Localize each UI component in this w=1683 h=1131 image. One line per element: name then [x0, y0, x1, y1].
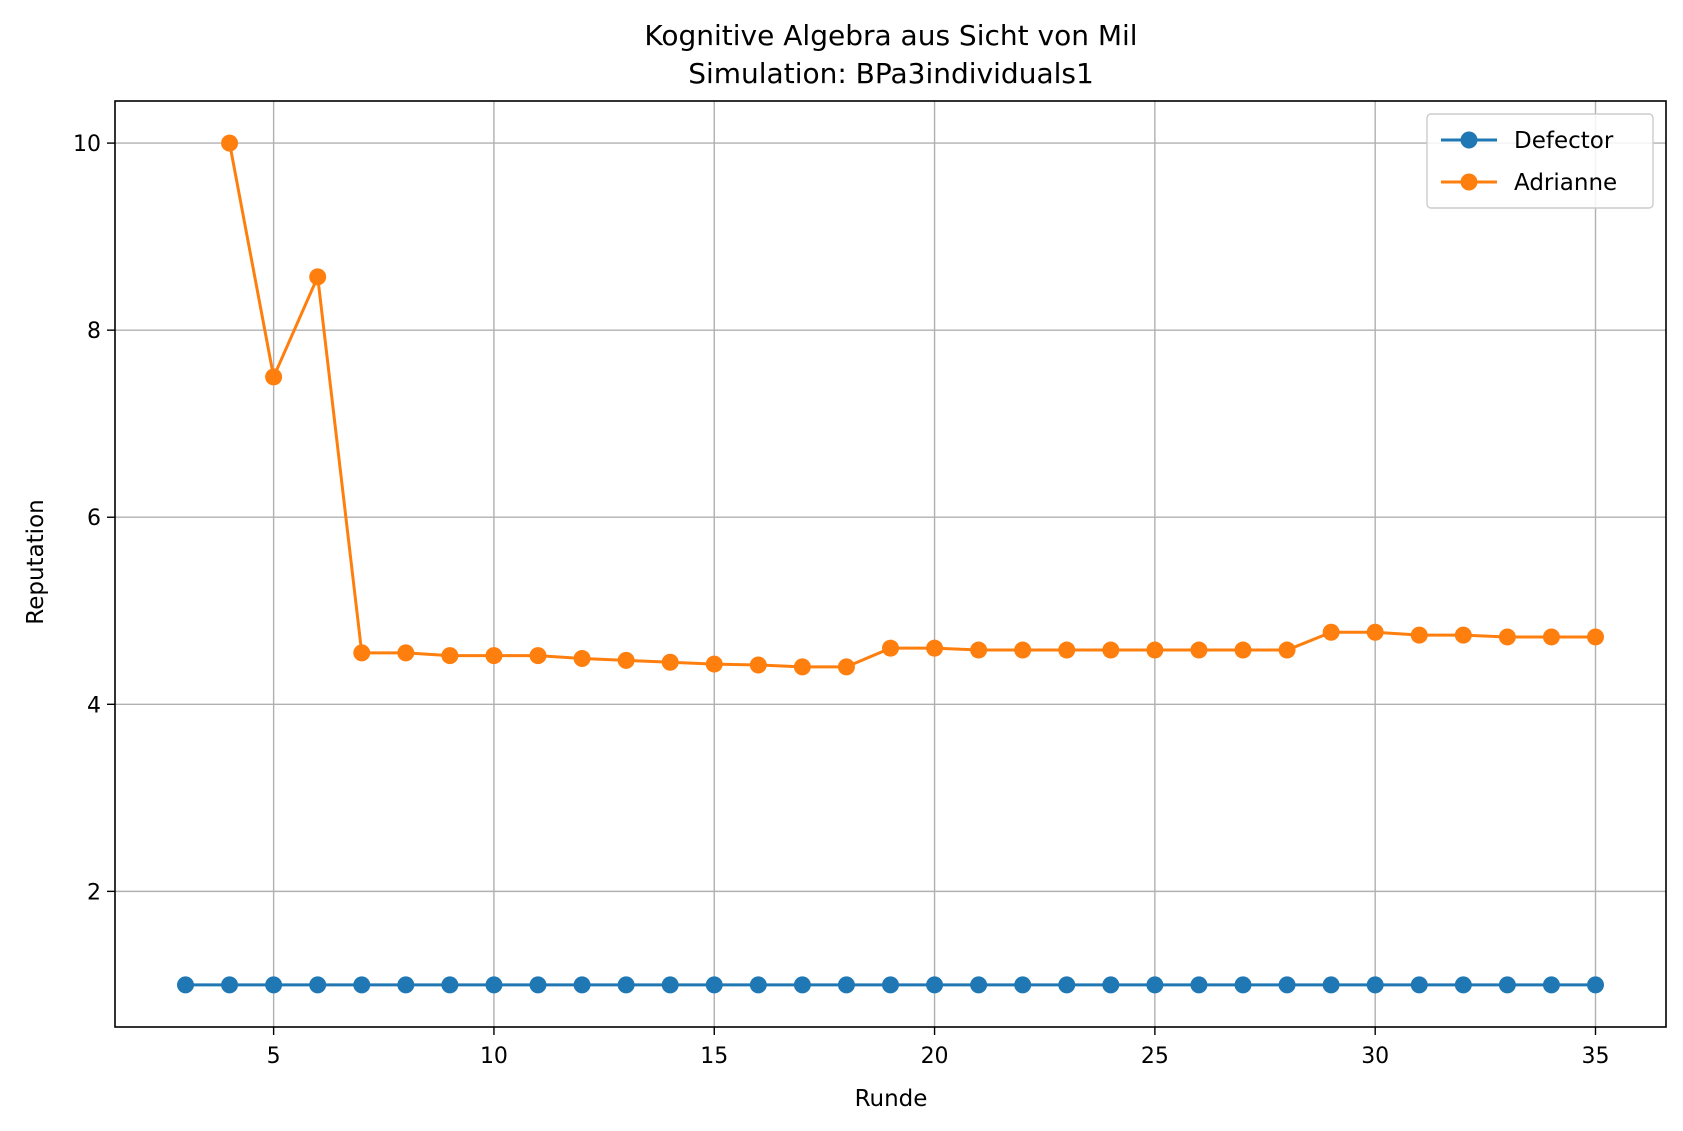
data-point — [837, 658, 855, 676]
data-point — [1587, 628, 1604, 646]
data-point — [441, 647, 459, 665]
data-point — [1190, 641, 1208, 659]
legend-box — [1426, 113, 1654, 209]
data-point — [1542, 628, 1560, 646]
grid-lines — [115, 101, 1666, 1027]
legend-marker — [1460, 173, 1478, 191]
data-point — [1278, 976, 1296, 994]
data-point — [970, 976, 988, 994]
legend-item: Defector — [1441, 128, 1614, 154]
data-point — [1234, 641, 1252, 659]
plot-frame — [114, 100, 1667, 1028]
data-point — [1058, 976, 1076, 994]
x-tick-label: 15 — [700, 1044, 728, 1069]
x-tick-label: 35 — [1582, 1044, 1610, 1069]
x-axis-label: Runde — [855, 1086, 928, 1112]
y-axis: 2 4 6 8 10 — [73, 132, 115, 905]
data-point — [926, 639, 944, 657]
data-point — [1454, 976, 1472, 994]
data-point — [1410, 626, 1428, 644]
series-line — [228, 142, 1596, 669]
data-point — [529, 976, 547, 994]
data-point — [353, 976, 371, 994]
x-tick-label: 5 — [267, 1044, 281, 1069]
data-point — [617, 651, 635, 669]
x-tick-label: 30 — [1361, 1044, 1389, 1069]
data-point — [882, 639, 899, 657]
data-point — [573, 649, 591, 667]
data-point — [970, 641, 988, 659]
data-point — [485, 976, 503, 994]
data-point — [265, 368, 283, 386]
x-tick-label: 20 — [921, 1044, 949, 1069]
chart-subtitle: Simulation: BPa3individuals1 — [688, 57, 1094, 90]
data-point — [749, 976, 767, 994]
data-point — [221, 976, 239, 994]
data-point — [926, 976, 944, 994]
x-tick-label: 10 — [480, 1044, 508, 1069]
data-point — [1102, 976, 1120, 994]
data-point — [221, 134, 239, 152]
data-point — [1234, 976, 1252, 994]
data-point — [837, 976, 855, 994]
data-point — [705, 976, 723, 994]
data-point — [529, 647, 547, 665]
data-point — [1542, 976, 1560, 994]
data-point — [705, 655, 723, 673]
data-point — [1322, 976, 1340, 994]
data-point — [1102, 641, 1120, 659]
data-point — [1322, 623, 1340, 641]
x-axis: 5 10 15 20 25 30 35 — [267, 1027, 1610, 1069]
chart-title: Kognitive Algebra aus Sicht von Mil — [644, 19, 1137, 52]
data-point — [1498, 976, 1516, 994]
series-layer — [177, 134, 1604, 994]
data-point — [793, 658, 811, 676]
data-point — [1498, 628, 1516, 646]
data-point — [485, 647, 503, 665]
data-point — [177, 976, 194, 994]
data-point — [1146, 976, 1164, 994]
data-point — [573, 976, 591, 994]
data-point — [353, 644, 371, 662]
data-point — [617, 976, 635, 994]
data-point — [309, 976, 327, 994]
legend-item: Adrianne — [1441, 170, 1617, 196]
data-point — [882, 976, 899, 994]
data-point — [265, 976, 283, 994]
data-point — [1014, 641, 1032, 659]
series-adrianne — [221, 134, 1604, 676]
y-tick-label: 8 — [87, 319, 101, 344]
x-tick-label: 25 — [1141, 1044, 1169, 1069]
data-point — [1014, 976, 1032, 994]
data-point — [309, 268, 327, 286]
data-point — [793, 976, 811, 994]
data-point — [397, 976, 415, 994]
y-tick-label: 2 — [87, 880, 101, 905]
legend-marker — [1460, 131, 1478, 149]
data-point — [1366, 623, 1384, 641]
y-tick-label: 10 — [73, 132, 101, 157]
data-point — [1454, 626, 1472, 644]
data-point — [1058, 641, 1076, 659]
data-point — [1190, 976, 1208, 994]
y-tick-label: 6 — [87, 506, 101, 531]
legend: Defector Adrianne — [1426, 113, 1654, 209]
data-point — [661, 653, 679, 671]
y-tick-label: 4 — [87, 693, 101, 718]
data-point — [1587, 976, 1604, 994]
data-point — [661, 976, 679, 994]
legend-label: Adrianne — [1514, 170, 1617, 196]
y-axis-label: Reputation — [23, 499, 49, 624]
data-point — [441, 976, 459, 994]
data-point — [1410, 976, 1428, 994]
series-defector — [177, 976, 1604, 994]
data-point — [749, 656, 767, 674]
data-point — [1366, 976, 1384, 994]
data-point — [397, 644, 415, 662]
data-point — [1146, 641, 1164, 659]
data-point — [1278, 641, 1296, 659]
legend-label: Defector — [1514, 128, 1614, 154]
